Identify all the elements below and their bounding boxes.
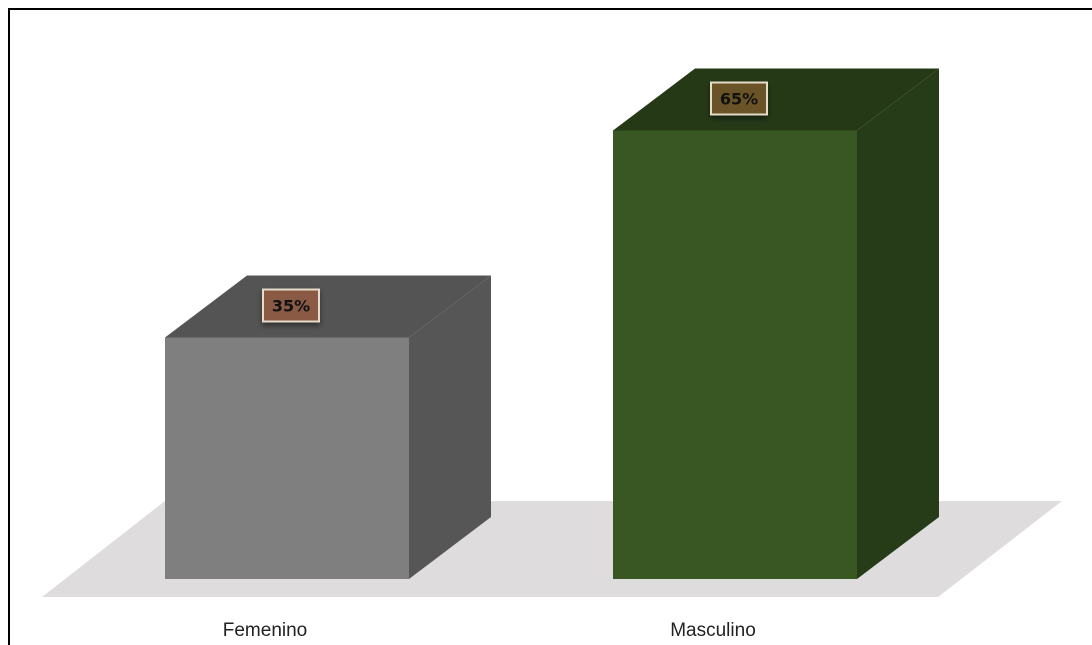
data-label-femenino: 35% <box>262 288 320 323</box>
data-label-masculino-text: 65% <box>720 90 758 109</box>
category-label-femenino: Femenino <box>223 620 308 641</box>
bar-femenino-side <box>409 275 491 579</box>
chart-frame <box>8 8 1092 645</box>
bar-masculino <box>613 68 939 579</box>
bar-masculino-front <box>613 130 857 579</box>
data-label-masculino: 65% <box>710 81 768 116</box>
bar-femenino-front <box>165 337 409 579</box>
data-label-femenino-box <box>262 288 320 323</box>
category-label-masculino: Masculino <box>670 620 756 641</box>
data-label-masculino-box <box>710 81 768 116</box>
bar-masculino-top <box>613 68 939 131</box>
labels-layer: 35% Femenino 65% Masculino <box>223 81 768 641</box>
data-label-femenino-text: 35% <box>272 297 310 316</box>
bars-layer <box>165 68 939 579</box>
bar-femenino-top <box>165 275 491 338</box>
bar-femenino <box>165 275 491 579</box>
bar-masculino-side <box>857 68 939 579</box>
